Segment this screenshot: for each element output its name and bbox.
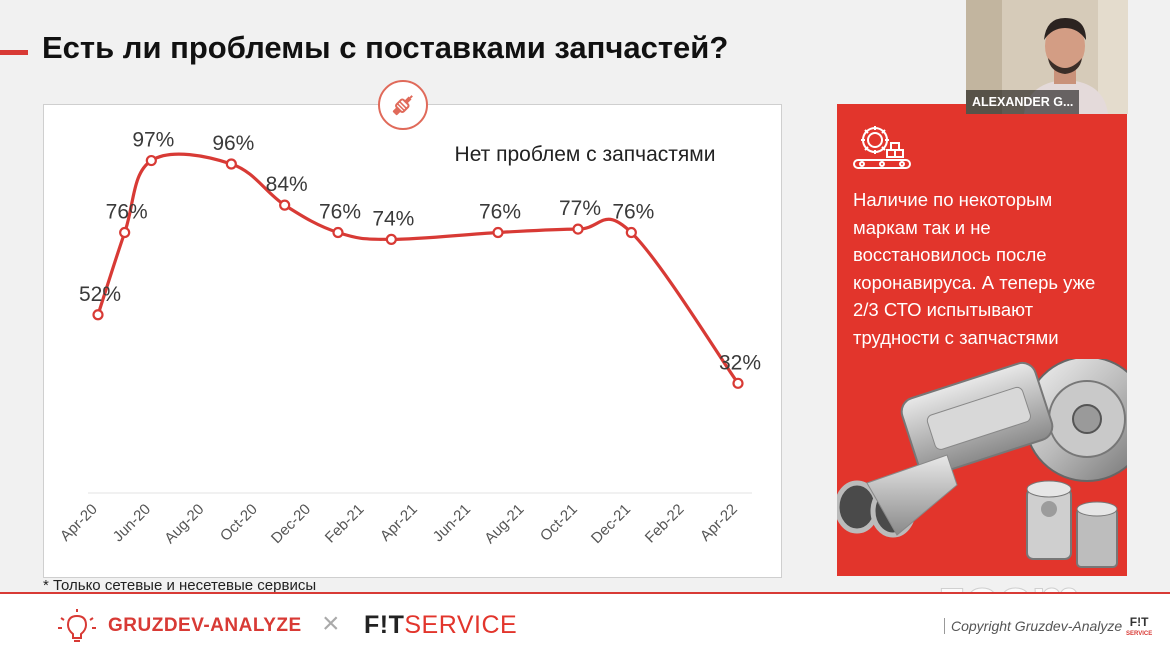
separator-cross: ×: [322, 607, 340, 640]
data-point: [332, 226, 344, 239]
data-point: [492, 226, 504, 239]
mini-fit-logo: F!T SERVICE: [1126, 616, 1152, 640]
data-label: 74%: [372, 207, 414, 230]
x-tick-label: Apr-22: [697, 501, 741, 545]
data-label: 52%: [79, 283, 121, 306]
gear-conveyor-icon: [851, 120, 913, 179]
footnote: * Только сетевые и несетевые сервисы: [43, 577, 317, 594]
data-point: [119, 226, 131, 239]
data-label: 32%: [719, 351, 761, 374]
x-tick-label: Oct-20: [217, 501, 261, 545]
data-point: [145, 154, 157, 167]
mini-logo-sub: SERVICE: [1126, 631, 1153, 637]
x-tick-label: Jun-20: [110, 501, 154, 545]
series-line: [96, 152, 740, 385]
data-label: 96%: [212, 132, 254, 155]
fitservice-logo: F!TSERVICE: [364, 611, 517, 640]
data-point: [92, 309, 104, 321]
data-point: [279, 199, 291, 211]
x-tick-label: Feb-21: [322, 501, 368, 547]
data-label: 77%: [559, 197, 601, 220]
lightbulb-icon: [58, 609, 96, 642]
chart-card: [43, 104, 782, 578]
copyright-text: Copyright Gruzdev-Analyze: [944, 618, 1122, 634]
footer-bar: [0, 592, 1170, 660]
x-tick-label: Dec-21: [588, 501, 634, 547]
x-tick-label: Oct-21: [537, 501, 581, 545]
panel-text: Наличие по некоторым маркам так и не вос…: [853, 189, 1096, 348]
data-label: 97%: [132, 129, 174, 152]
x-tick-label: Apr-21: [377, 501, 421, 545]
info-panel: Наличие по некоторым маркам так и не вос…: [837, 104, 1127, 576]
x-tick-label: Dec-20: [268, 501, 314, 547]
data-label: 76%: [479, 201, 521, 224]
logo2-service: SERVICE: [404, 611, 518, 639]
data-point: [625, 226, 637, 239]
participant-video[interactable]: ALEXANDER G...: [966, 0, 1128, 114]
data-label: 76%: [106, 201, 148, 224]
logo2-fit: F!T: [364, 611, 405, 639]
data-point: [385, 233, 397, 245]
data-label: 76%: [612, 201, 654, 224]
chart-title: Нет проблем с запчастями: [454, 143, 716, 166]
data-label: 76%: [319, 201, 361, 224]
participant-name: ALEXANDER G...: [966, 90, 1080, 114]
data-point: [732, 377, 744, 389]
slide-title: Есть ли проблемы с поставками запчастей?: [42, 30, 729, 65]
x-tick-label: Aug-21: [481, 501, 527, 547]
data-point: [225, 158, 237, 170]
x-tick-label: Apr-20: [57, 501, 101, 545]
data-point: [572, 223, 584, 235]
spark-plug-icon: [378, 80, 428, 130]
x-tick-label: Aug-20: [161, 501, 207, 547]
gruzdev-analyze-logo: GRUZDEV-ANALYZE: [56, 608, 302, 644]
x-tick-label: Jun-21: [430, 501, 474, 545]
mini-logo-text: F!T: [1129, 615, 1149, 629]
car-parts-image: [837, 359, 1127, 568]
data-label: 84%: [266, 173, 308, 196]
title-accent-bar: [0, 50, 28, 55]
logo1-text: GRUZDEV-ANALYZE: [108, 615, 302, 636]
x-tick-label: Feb-22: [642, 501, 688, 547]
